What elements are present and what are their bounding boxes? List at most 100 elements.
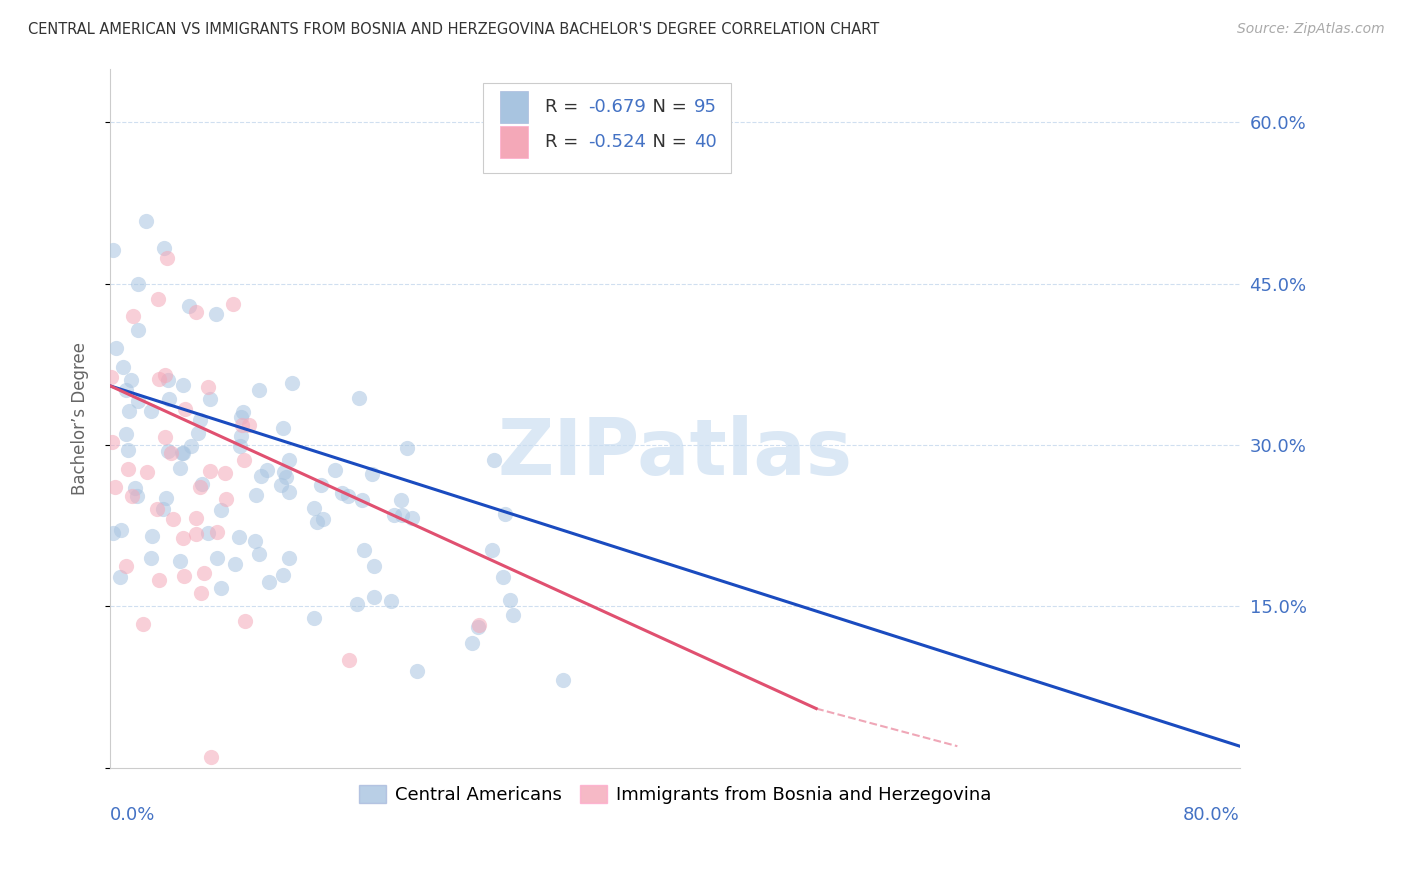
Point [238,417,260,432]
Text: 80.0%: 80.0% [1182,806,1240,824]
Text: Source: ZipAtlas.com: Source: ZipAtlas.com [1237,22,1385,37]
Point [172,378,194,392]
Point [353,542,375,557]
Point [162,511,184,525]
Text: R =: R = [546,133,583,151]
Point [108,570,131,584]
Point [277,484,299,499]
Point [127,323,149,337]
Point [180,439,202,453]
Point [233,452,256,467]
Point [118,404,141,418]
Point [100,370,122,384]
Text: -0.524: -0.524 [588,133,645,151]
Point [114,559,136,574]
Point [229,439,252,453]
Point [184,305,207,319]
Point [229,410,252,425]
Point [205,551,228,566]
Text: -0.679: -0.679 [588,98,645,116]
Point [156,252,179,266]
Point [273,568,295,582]
Point [222,297,245,311]
FancyBboxPatch shape [499,126,529,158]
Point [302,611,325,625]
Point [141,403,163,417]
Point [224,557,246,571]
Point [347,391,370,405]
Point [159,446,181,460]
Point [467,620,489,634]
Point [152,502,174,516]
Point [302,501,325,516]
FancyBboxPatch shape [482,82,731,173]
FancyBboxPatch shape [499,91,529,123]
Point [209,503,232,517]
Point [247,384,270,398]
Point [115,426,138,441]
Point [205,307,228,321]
Point [401,511,423,525]
Point [484,452,506,467]
Text: N =: N = [641,98,693,116]
Point [114,383,136,397]
Point [461,635,484,649]
Point [155,429,177,443]
Point [125,489,148,503]
Point [136,465,159,479]
Point [271,421,294,435]
Point [172,446,194,460]
Point [309,478,332,492]
Point [346,597,368,611]
Point [169,461,191,475]
Point [127,393,149,408]
Point [363,590,385,604]
Point [215,492,238,507]
Point [257,574,280,589]
Point [350,492,373,507]
Point [152,242,174,256]
Point [188,480,211,494]
Point [117,462,139,476]
Point [110,524,132,538]
Point [135,214,157,228]
Point [141,529,163,543]
Point [191,476,214,491]
Point [337,653,360,667]
Point [278,453,301,467]
Point [146,502,169,516]
Point [363,559,385,574]
Text: N =: N = [641,133,693,151]
Point [481,542,503,557]
Point [198,392,221,406]
Point [104,341,127,355]
Point [170,446,193,460]
Point [209,581,232,595]
Y-axis label: Bachelor’s Degree: Bachelor’s Degree [72,342,89,494]
Text: CENTRAL AMERICAN VS IMMIGRANTS FROM BOSNIA AND HERZEGOVINA BACHELOR'S DEGREE COR: CENTRAL AMERICAN VS IMMIGRANTS FROM BOSN… [28,22,879,37]
Point [122,309,145,323]
Point [276,470,298,484]
Point [232,405,254,419]
Point [396,442,419,456]
Point [229,429,252,443]
Point [247,547,270,561]
Point [184,526,207,541]
Text: R =: R = [546,98,583,116]
Point [214,467,236,481]
Point [330,486,353,500]
Point [499,593,522,607]
Point [112,360,135,375]
Point [250,469,273,483]
Point [131,617,153,632]
Point [184,510,207,524]
Point [101,243,124,257]
Point [491,570,513,584]
Point [153,368,176,382]
Point [148,371,170,385]
Point [205,525,228,540]
Point [325,463,347,477]
Point [494,507,516,521]
Text: 0.0%: 0.0% [110,806,156,824]
Point [311,512,333,526]
